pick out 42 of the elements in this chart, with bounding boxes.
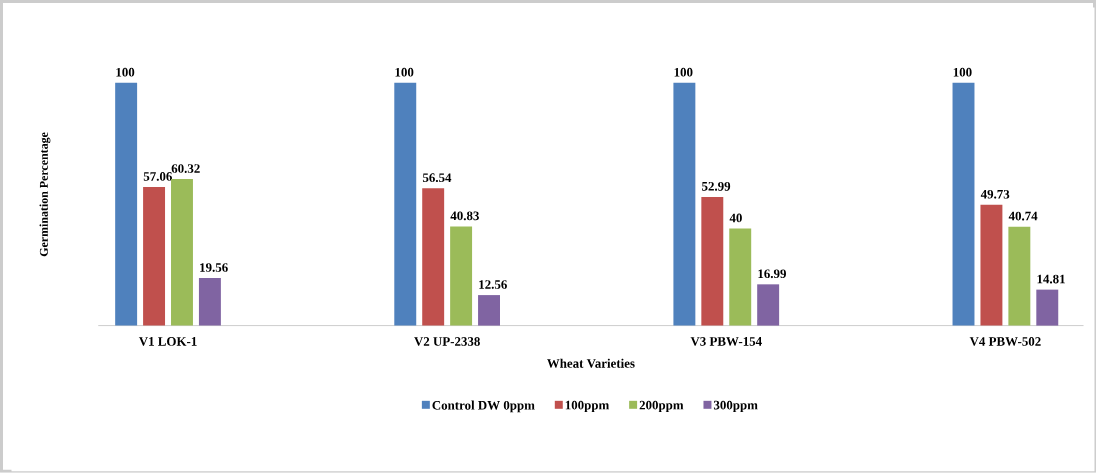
data-label: 100 bbox=[116, 68, 135, 77]
data-label: 40 bbox=[729, 213, 742, 223]
x-tick-label: V1 LOK-1 bbox=[138, 337, 197, 346]
data-label: 14.81 bbox=[1037, 274, 1065, 284]
bar bbox=[198, 278, 221, 326]
bar bbox=[143, 187, 166, 326]
bar bbox=[422, 188, 445, 326]
bar bbox=[1008, 226, 1031, 326]
bar bbox=[757, 284, 780, 326]
data-label: 49.73 bbox=[980, 190, 1010, 199]
x-tick-label: V4 PBW-502 bbox=[969, 337, 1041, 347]
bar bbox=[478, 295, 500, 326]
data-label: 19.56 bbox=[200, 263, 228, 273]
data-label: 57.06 bbox=[143, 172, 172, 181]
y-axis-title: Germination Percentage bbox=[39, 132, 51, 257]
data-label: 56.54 bbox=[422, 173, 452, 183]
data-label: 40.83 bbox=[450, 211, 479, 221]
bar bbox=[729, 228, 752, 326]
data-label: 12.56 bbox=[479, 280, 507, 290]
data-label: 100 bbox=[395, 68, 414, 77]
bar bbox=[394, 82, 417, 326]
legend-label: 200ppm bbox=[639, 400, 684, 413]
x-tick-label: V2 UP-2338 bbox=[414, 337, 480, 347]
legend-label: 300ppm bbox=[713, 400, 758, 413]
bar bbox=[701, 197, 724, 326]
data-label: 100 bbox=[953, 68, 972, 77]
data-label: 60.32 bbox=[171, 164, 200, 174]
data-label: 100 bbox=[674, 68, 693, 77]
x-axis-title: Wheat Varieties bbox=[547, 358, 635, 368]
bar bbox=[673, 82, 696, 326]
bar bbox=[952, 82, 975, 326]
bar bbox=[171, 179, 193, 326]
bar bbox=[1036, 289, 1059, 326]
legend-label: 100ppm bbox=[565, 400, 610, 413]
data-label: 52.99 bbox=[702, 182, 731, 191]
x-tick-label: V3 PBW-154 bbox=[690, 337, 762, 346]
legend-label: Control DW 0ppm bbox=[432, 400, 535, 413]
bar bbox=[450, 226, 473, 326]
bar bbox=[115, 82, 138, 326]
bar bbox=[980, 204, 1003, 326]
data-label: 16.99 bbox=[758, 269, 786, 279]
data-label: 40.74 bbox=[1008, 211, 1038, 221]
